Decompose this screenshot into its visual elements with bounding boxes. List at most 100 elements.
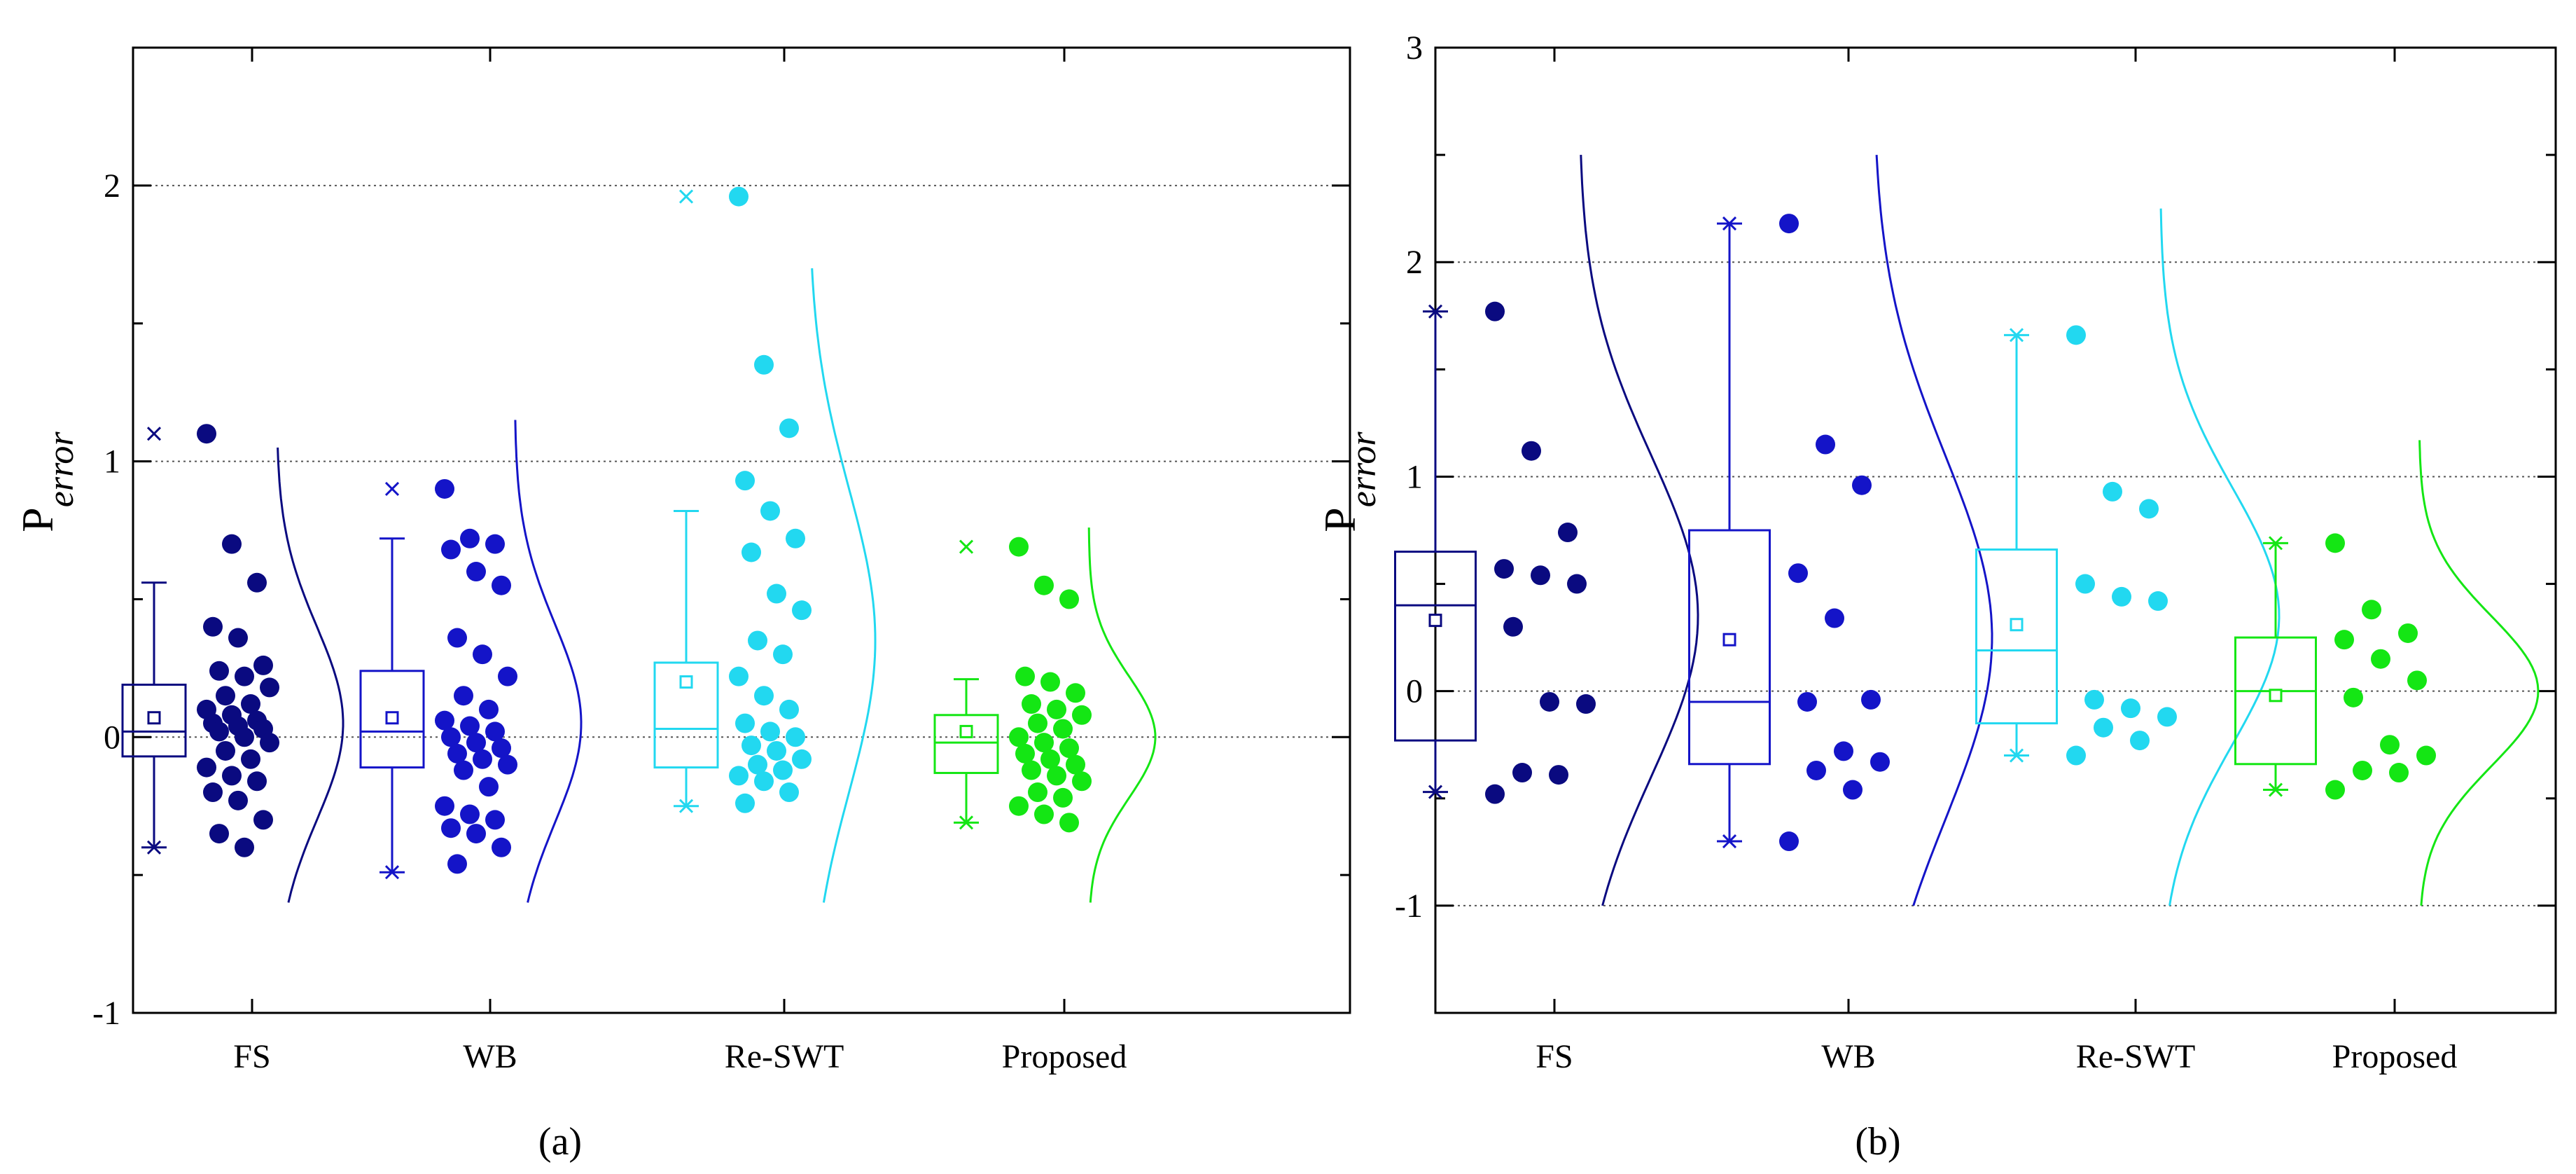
data-point [197, 757, 216, 778]
data-point [235, 727, 254, 747]
y-axis-label-subscript: error [41, 431, 81, 508]
data-point [1015, 666, 1035, 686]
box [1688, 529, 1771, 766]
data-point [760, 721, 780, 742]
max-marker [2268, 536, 2283, 551]
data-point [792, 749, 812, 769]
y-tick-label: 1 [1406, 458, 1423, 495]
data-point [1059, 738, 1079, 759]
data-point [454, 760, 473, 780]
box [121, 683, 187, 758]
data-point [260, 677, 279, 698]
data-point [2139, 499, 2159, 519]
data-point [1040, 749, 1060, 769]
distribution-curve [277, 447, 344, 903]
distribution-curve [1875, 155, 1993, 906]
data-point [748, 630, 767, 651]
data-point [1047, 766, 1066, 786]
data-point [729, 666, 749, 686]
y-tick-label: 0 [104, 719, 120, 756]
box [359, 670, 425, 769]
data-point [2130, 731, 2150, 751]
data-point [735, 471, 755, 491]
data-point [253, 810, 273, 830]
box [2234, 636, 2317, 766]
data-point [1531, 565, 1550, 586]
data-point [1834, 741, 1853, 761]
data-point [779, 418, 799, 438]
box-mean-marker [1722, 633, 1736, 647]
data-point [1843, 780, 1863, 800]
min-marker [2268, 782, 2283, 797]
data-point [241, 694, 260, 714]
data-point [209, 824, 229, 844]
data-point [1053, 787, 1073, 808]
data-point [2084, 689, 2104, 710]
data-point [1779, 831, 1799, 852]
data-point [2325, 780, 2345, 800]
data-point [466, 824, 486, 844]
data-point [454, 686, 473, 706]
data-point [209, 661, 229, 681]
data-point [247, 572, 267, 593]
y-axis-label: Perror [13, 431, 81, 532]
data-point [779, 699, 799, 719]
panel-b-chart: -1 0 1 2 3 Perror FS WB Re-SWT Proposed [1315, 29, 2557, 1075]
data-point [1072, 771, 1092, 792]
min-marker [2009, 748, 2024, 763]
data-point [1540, 691, 1559, 712]
data-point [441, 539, 461, 560]
data-point [485, 721, 505, 742]
data-point [735, 713, 755, 733]
data-point [1028, 782, 1047, 803]
data-point [441, 727, 461, 747]
data-point [2112, 586, 2131, 607]
distribution-curve [811, 268, 877, 903]
min-marker [959, 815, 974, 830]
distribution-curve [1087, 527, 1157, 903]
y-axis-label: Perror [1315, 431, 1384, 532]
data-point [216, 740, 235, 761]
data-point [1485, 301, 1505, 322]
data-point [742, 542, 761, 562]
data-point [729, 766, 749, 786]
data-point [222, 766, 242, 786]
box [1975, 548, 2058, 725]
data-point [1066, 754, 1085, 775]
data-point [460, 528, 480, 548]
data-point [1034, 804, 1054, 824]
y-tick-label: -1 [1395, 888, 1423, 925]
data-point [447, 743, 467, 764]
data-point [792, 600, 812, 621]
box-mean-marker [959, 724, 973, 738]
data-point [767, 740, 786, 761]
data-point [1549, 765, 1568, 785]
category-label: FS [233, 1038, 270, 1075]
data-point [754, 354, 774, 375]
data-point [2066, 325, 2086, 345]
data-point [492, 575, 511, 595]
data-point [498, 754, 517, 775]
data-point [2103, 481, 2122, 502]
plot-frame [1434, 46, 2557, 1014]
box-mean-marker [2269, 689, 2283, 703]
data-point [773, 644, 793, 665]
data-point [1816, 434, 1835, 455]
data-point [2148, 591, 2168, 612]
data-point [466, 562, 486, 582]
data-point [1040, 672, 1060, 692]
data-point [773, 760, 793, 780]
data-point [485, 534, 505, 554]
distribution-curve [514, 420, 583, 903]
data-point [228, 790, 248, 810]
y-axis-label-main: P [1315, 507, 1365, 532]
category-label: FS [1536, 1038, 1573, 1075]
min-marker [146, 840, 162, 855]
plot-frame [132, 46, 1351, 1014]
data-point [1059, 589, 1079, 609]
data-point [1797, 691, 1817, 712]
box [933, 714, 999, 774]
data-point [466, 733, 486, 753]
data-point [2066, 745, 2086, 766]
data-point [222, 534, 242, 554]
